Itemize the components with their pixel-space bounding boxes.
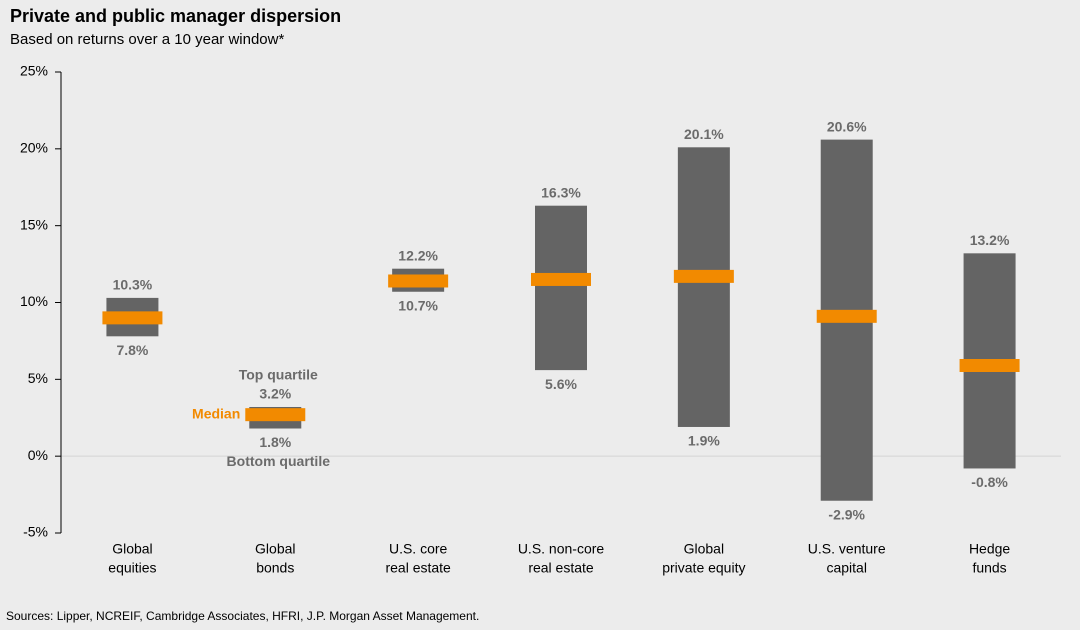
source-note: Sources: Lipper, NCREIF, Cambridge Assoc…: [6, 609, 479, 623]
median-marker: [816, 309, 877, 323]
range-bar: [535, 205, 587, 371]
x-tick-label: real estate: [385, 560, 451, 576]
legend-median: Median: [192, 405, 240, 421]
bottom-value-label: 10.7%: [398, 297, 438, 313]
top-value-label: 12.2%: [398, 247, 438, 263]
legend-top: Top quartile: [239, 367, 318, 383]
median-marker: [531, 272, 591, 286]
top-value-label: 3.2%: [259, 386, 291, 402]
bottom-value-label: -0.8%: [971, 474, 1008, 490]
median-marker: [102, 311, 163, 325]
y-tick-label: 5%: [28, 370, 48, 386]
range-bar: [677, 147, 730, 427]
bottom-value-label: 5.6%: [545, 376, 577, 392]
bottom-value-label: 1.8%: [259, 434, 291, 450]
x-tick-label: bonds: [256, 560, 294, 576]
chart-subtitle: Based on returns over a 10 year window*: [10, 31, 284, 48]
top-value-label: 20.6%: [827, 118, 867, 134]
top-value-label: 10.3%: [113, 277, 153, 293]
x-tick-label: equities: [108, 560, 156, 576]
x-tick-label: Global: [684, 541, 724, 557]
x-tick-label: U.S. non-core: [518, 541, 605, 557]
y-tick-label: 15%: [20, 216, 48, 232]
y-tick-label: 20%: [20, 140, 48, 156]
y-tick-label: -5%: [23, 524, 48, 540]
x-tick-label: Global: [255, 541, 295, 557]
y-tick-label: 25%: [20, 63, 48, 79]
top-value-label: 16.3%: [541, 184, 581, 200]
x-tick-label: Hedge: [969, 541, 1010, 557]
legend-bottom: Bottom quartile: [227, 453, 331, 469]
y-tick-label: 0%: [28, 447, 48, 463]
top-value-label: 13.2%: [970, 232, 1010, 248]
x-tick-label: Global: [112, 541, 152, 557]
median-marker: [245, 408, 306, 422]
bottom-value-label: 1.9%: [688, 433, 720, 449]
median-marker: [673, 269, 734, 283]
chart-title: Private and public manager dispersion: [10, 6, 341, 26]
x-tick-label: U.S. core: [389, 541, 448, 557]
x-tick-label: private equity: [662, 560, 745, 576]
y-tick-label: 10%: [20, 293, 48, 309]
x-tick-label: funds: [972, 560, 1006, 576]
top-value-label: 20.1%: [684, 126, 724, 142]
bottom-value-label: 7.8%: [116, 342, 148, 358]
bottom-value-label: -2.9%: [828, 506, 865, 522]
x-tick-label: capital: [826, 560, 866, 576]
median-marker: [959, 359, 1020, 373]
x-tick-label: real estate: [528, 560, 594, 576]
median-marker: [388, 274, 449, 288]
x-tick-label: U.S. venture: [808, 541, 886, 557]
